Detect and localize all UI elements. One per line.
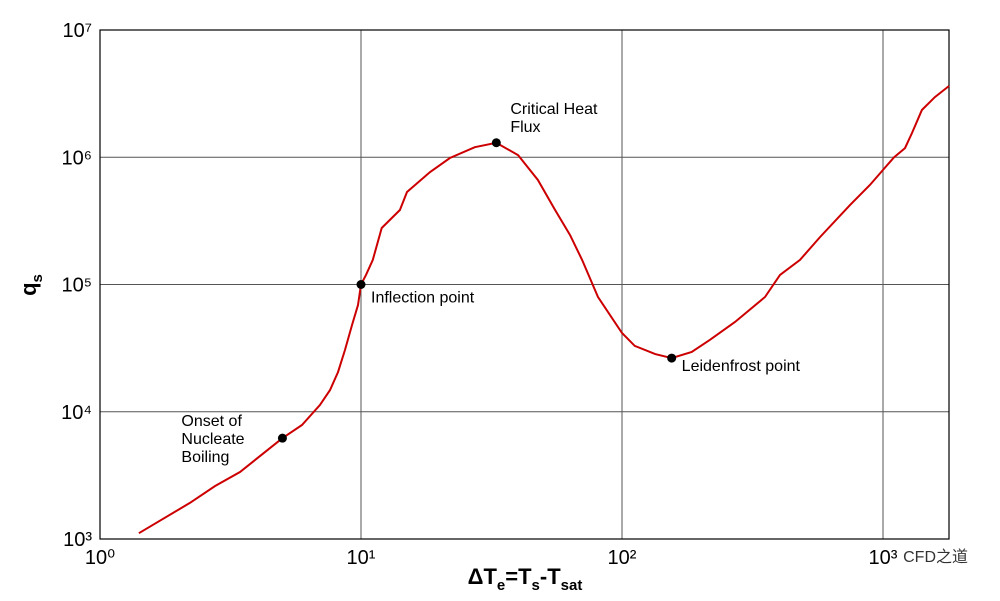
x-axis-label-part: -T [540,564,561,589]
x-axis-label-part: ΔT [468,564,498,589]
watermark: CFD之道 [903,548,968,566]
y-tick-label: 10⁶ [62,147,92,169]
curve [138,85,950,535]
x-axis-label-part: e [497,577,505,594]
x-axis-label-part: =T [505,564,532,589]
x-axis-label-part: s [532,577,540,594]
x-tick-label: 10² [608,547,637,569]
annotation-point [277,433,287,443]
y-tick-label: 10⁵ [61,275,92,297]
y-tick-label: 10⁴ [61,402,92,424]
x-axis-label: ΔTe=Ts-Tsat [468,564,583,594]
annotation-label: Onset of [181,413,242,430]
annotation-label: Boiling [181,449,229,466]
annotation-label: Inflection point [371,290,475,307]
y-axis-label: qs [16,274,46,296]
x-tick-label: 10⁰ [85,547,115,569]
x-tick-label: 10³ [869,547,898,569]
annotation-point [667,353,677,363]
annotation-label: Flux [510,119,540,136]
annotation-point [356,280,366,289]
annotation-label: Leidenfrost point [682,358,801,375]
y-axis-label-part: s [29,274,46,282]
y-axis-label-part: q [16,282,41,295]
x-tick-label: 10¹ [347,547,376,569]
annotation-label: Nucleate [181,431,244,448]
y-tick-label: 10³ [63,529,92,551]
annotation-label: Critical Heat [510,101,598,118]
plot-frame [99,29,950,540]
x-axis-label-part: sat [561,577,583,594]
annotation-point [491,138,501,148]
y-tick-label: 10⁷ [63,20,92,42]
